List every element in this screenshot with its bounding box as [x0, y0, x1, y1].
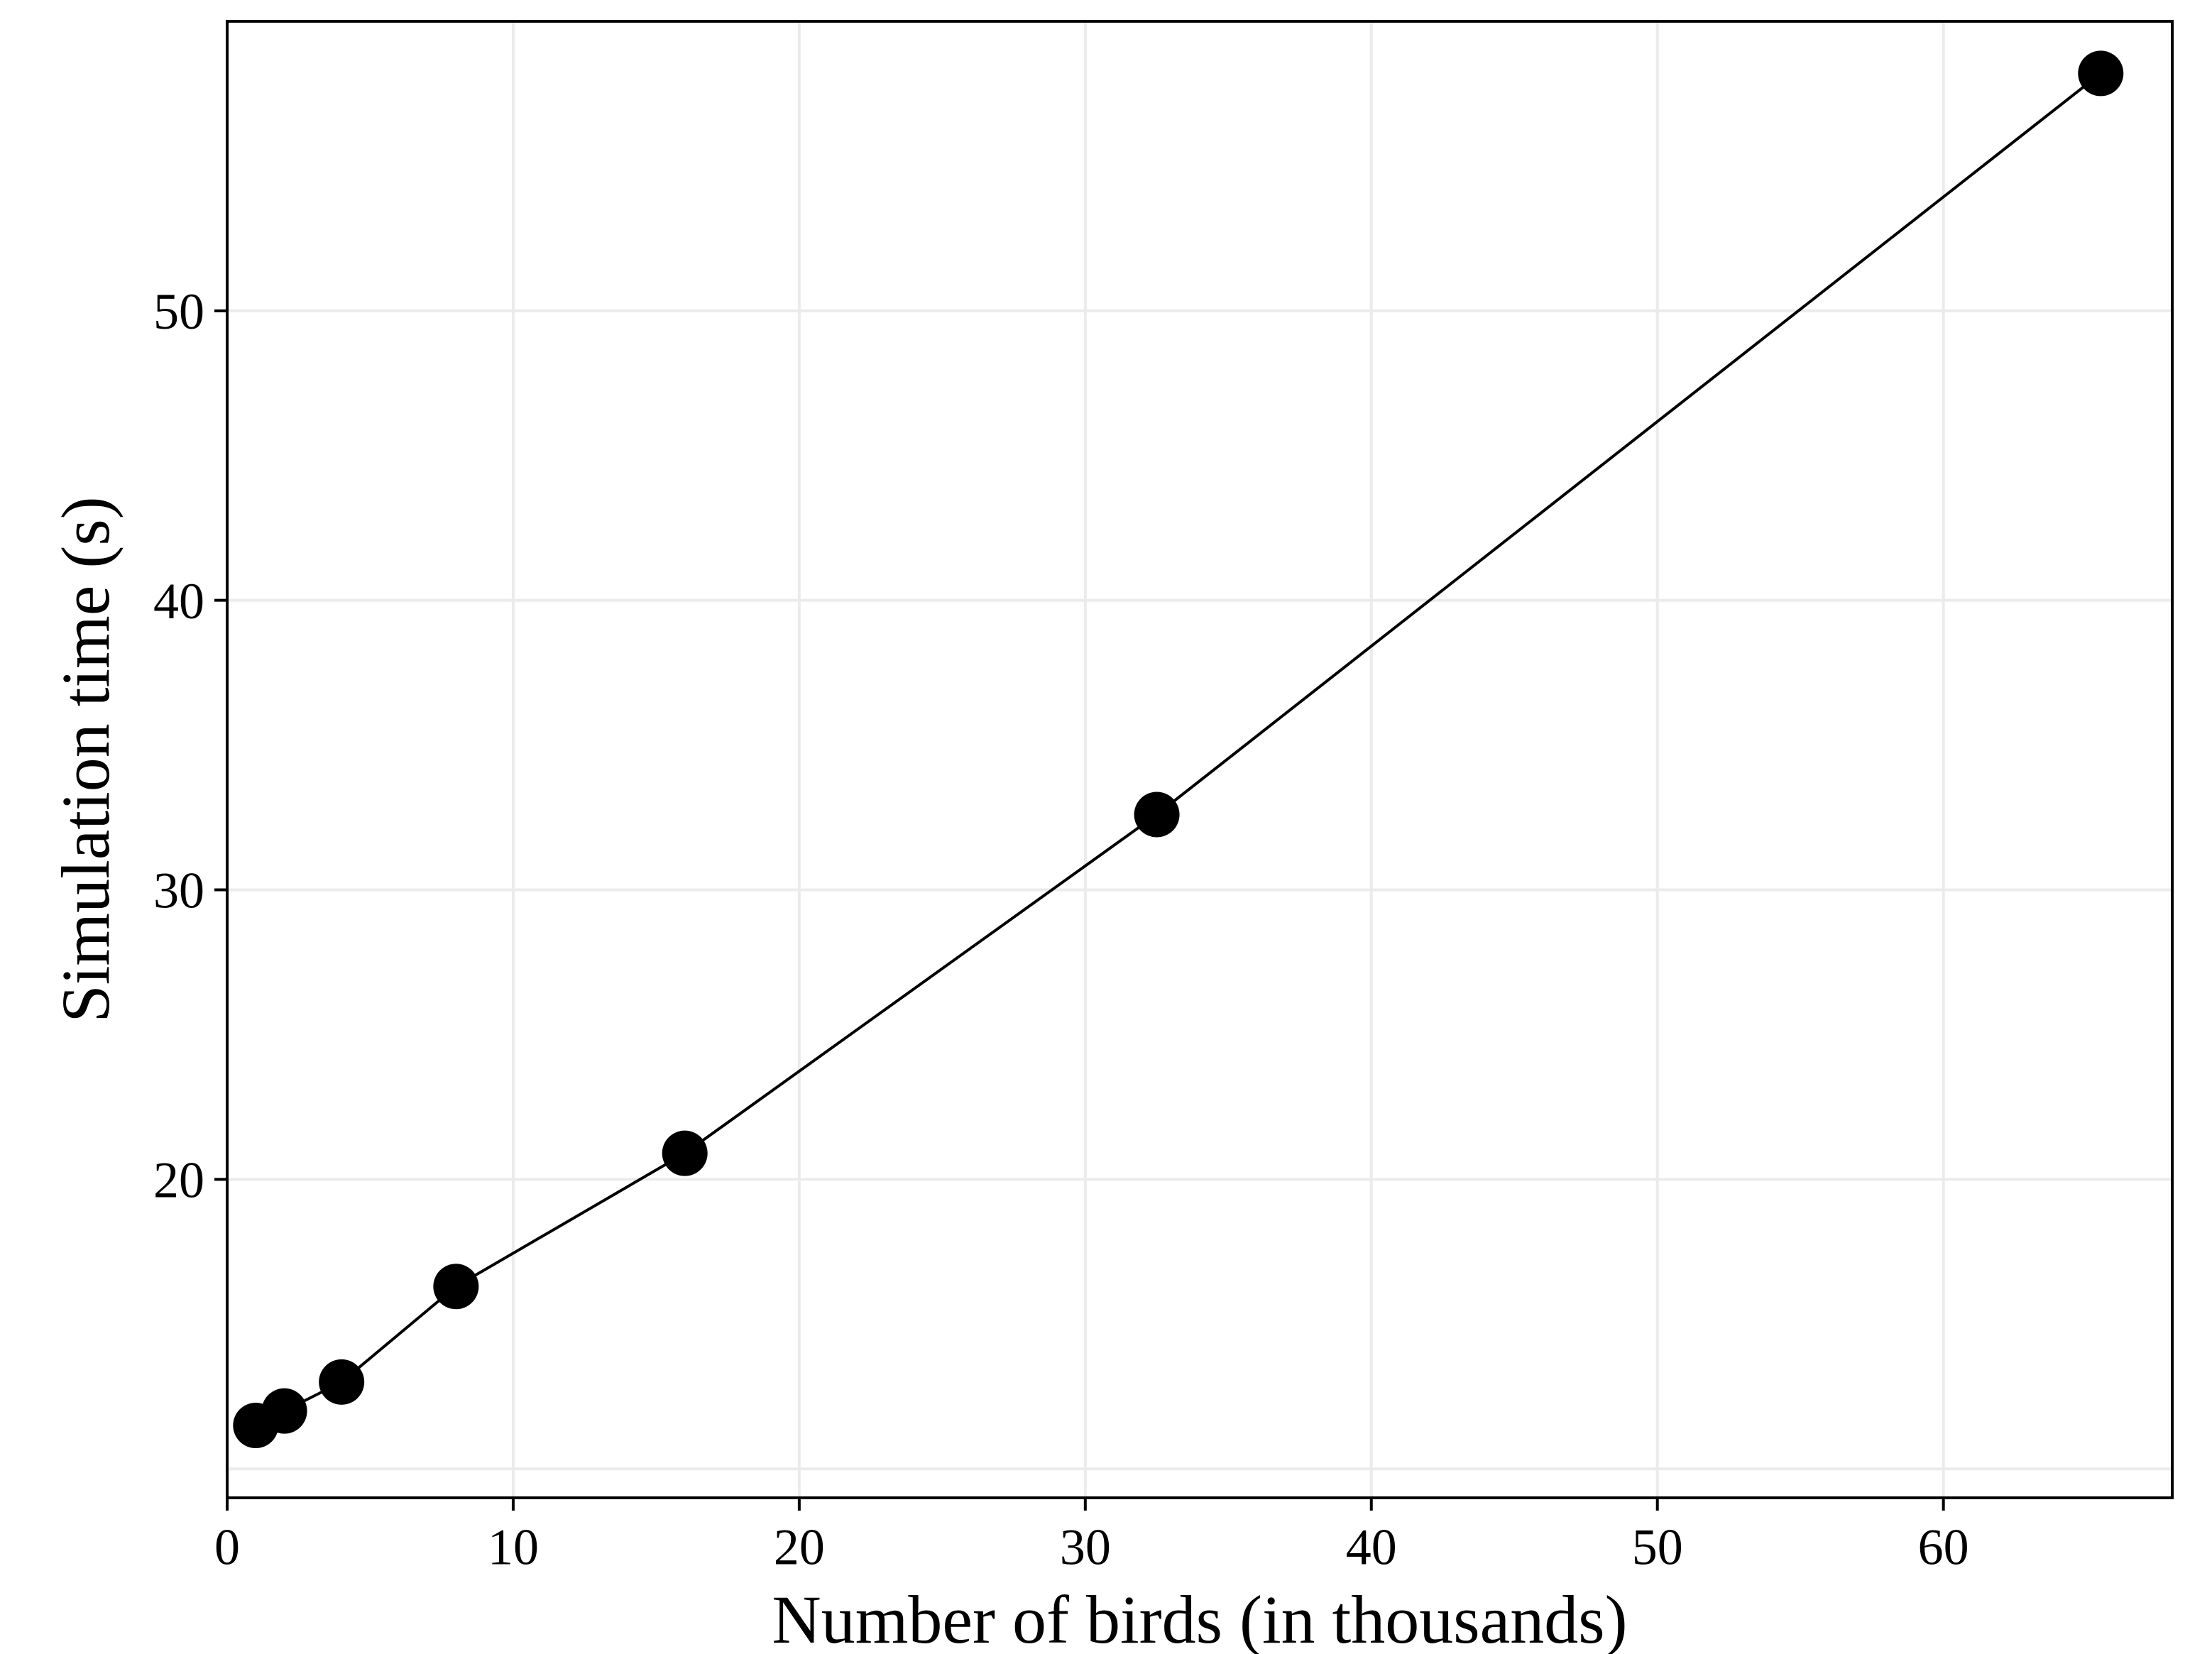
x-tick-label: 50 [1632, 1519, 1683, 1576]
y-tick-label: 30 [153, 862, 204, 919]
x-tick-label: 0 [214, 1519, 240, 1576]
x-tick-label: 60 [1918, 1519, 1969, 1576]
x-tick-label: 30 [1060, 1519, 1111, 1576]
line-chart: 010203040506020304050Number of birds (in… [0, 0, 2212, 1654]
data-point [433, 1264, 478, 1309]
x-tick-label: 10 [488, 1519, 539, 1576]
y-axis-label: Simulation time (s) [48, 496, 124, 1022]
x-tick-label: 20 [774, 1519, 825, 1576]
data-point [2078, 50, 2123, 96]
x-axis-label: Number of birds (in thousands) [772, 1582, 1627, 1654]
y-tick-label: 40 [153, 573, 204, 630]
y-tick-label: 50 [153, 283, 204, 340]
x-tick-label: 40 [1346, 1519, 1397, 1576]
y-tick-label: 20 [153, 1152, 204, 1209]
data-point [262, 1389, 307, 1434]
data-point [1134, 792, 1180, 837]
data-point [662, 1131, 708, 1176]
chart-container: 010203040506020304050Number of birds (in… [0, 0, 2212, 1654]
data-point [319, 1359, 364, 1405]
